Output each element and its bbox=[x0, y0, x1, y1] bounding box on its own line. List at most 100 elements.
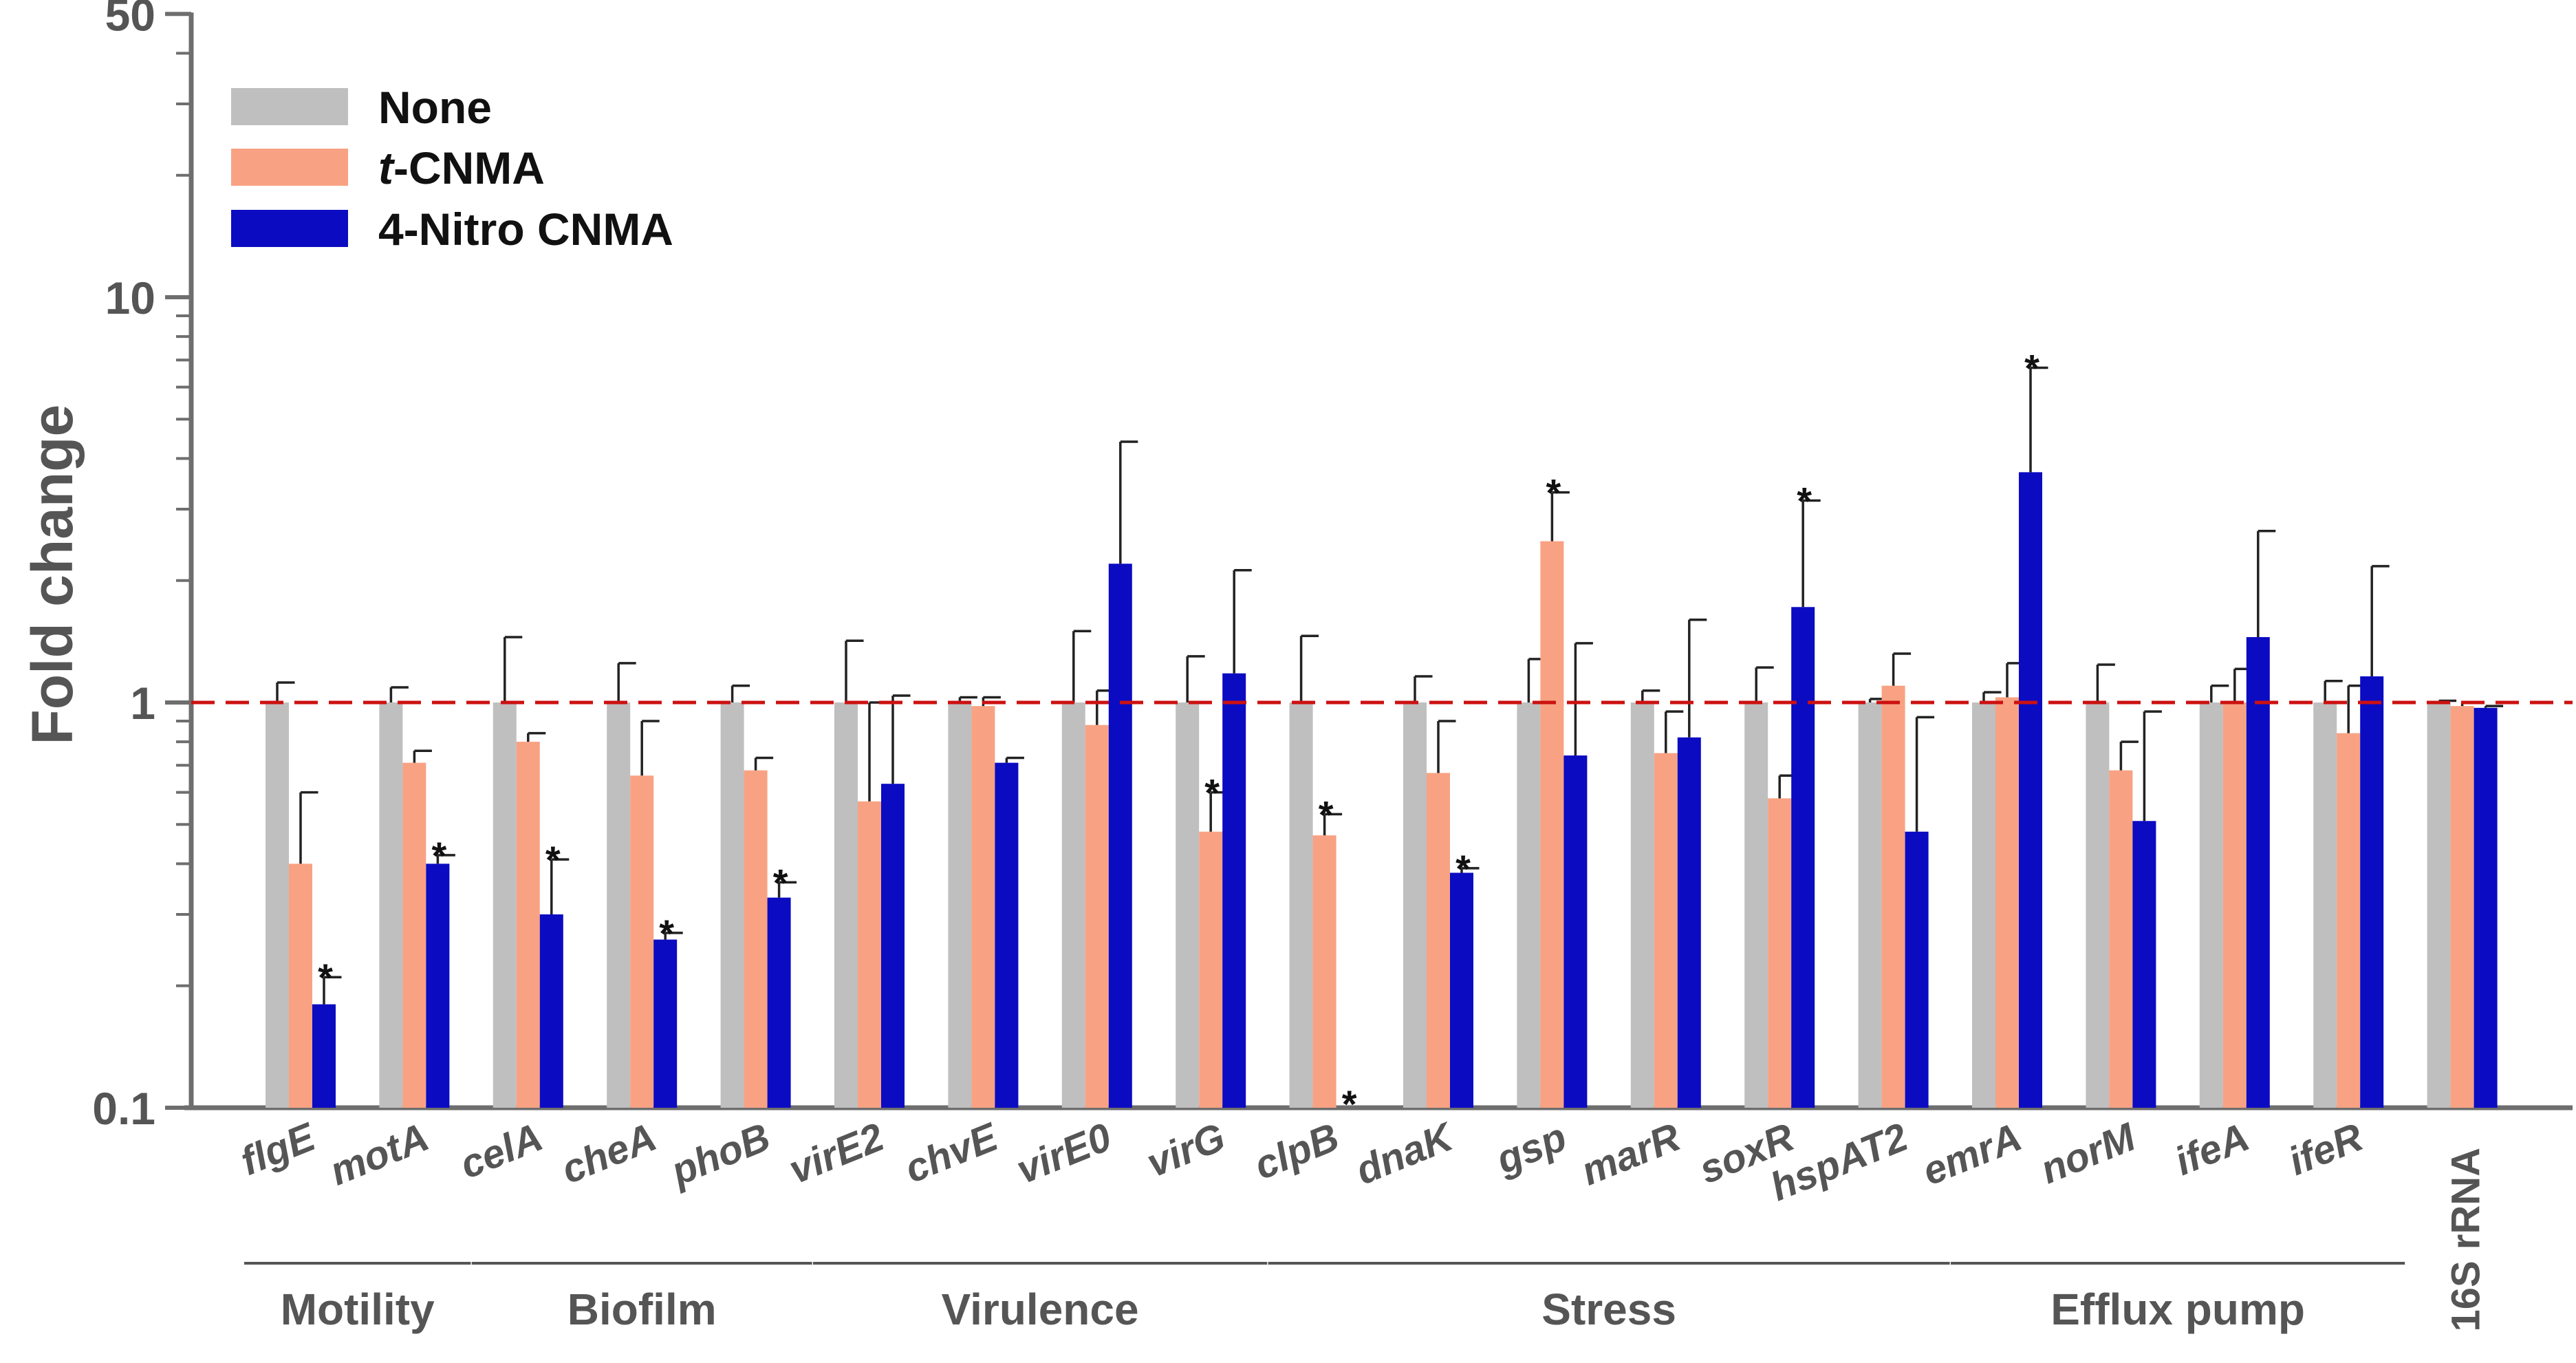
significance-star: * bbox=[2024, 346, 2039, 389]
bar-t-cnma bbox=[1768, 798, 1792, 1108]
legend-label: t-CNMA bbox=[378, 142, 545, 193]
bar-none bbox=[1403, 702, 1427, 1108]
x-tick-label: virG bbox=[1140, 1115, 1231, 1186]
bar-none bbox=[1858, 702, 1882, 1108]
bar-none bbox=[834, 702, 858, 1108]
bar-4-nitro-cnma bbox=[2474, 707, 2498, 1108]
legend-label: None bbox=[378, 82, 492, 133]
bar-none bbox=[1289, 702, 1313, 1108]
bar-4-nitro-cnma bbox=[1222, 673, 1246, 1108]
bar-4-nitro-cnma bbox=[426, 863, 450, 1108]
bar-t-cnma bbox=[858, 801, 881, 1108]
bar-t-cnma bbox=[971, 706, 995, 1108]
x-tick-label: norM bbox=[2034, 1114, 2142, 1192]
bar-4-nitro-cnma bbox=[2360, 676, 2384, 1108]
x-tick-label: flgE bbox=[235, 1114, 323, 1184]
bar-none bbox=[1061, 702, 1085, 1108]
bar-none bbox=[2313, 702, 2337, 1108]
bar-t-cnma bbox=[1199, 831, 1223, 1108]
bar-t-cnma bbox=[2109, 770, 2133, 1108]
bar-none bbox=[379, 702, 403, 1108]
legend-swatch bbox=[231, 149, 348, 186]
significance-star: * bbox=[545, 838, 561, 881]
group-label: Motility bbox=[281, 1285, 435, 1334]
bar-4-nitro-cnma bbox=[1450, 872, 1473, 1108]
y-axis-title: Fold change bbox=[20, 405, 85, 745]
bar-none bbox=[948, 702, 972, 1108]
significance-star: * bbox=[1546, 471, 1561, 515]
bar-none bbox=[1744, 702, 1768, 1108]
x-tick-label: gsp bbox=[1489, 1115, 1572, 1183]
bar-t-cnma bbox=[1312, 835, 1336, 1108]
x-tick-label: virE0 bbox=[1010, 1115, 1118, 1192]
bar-t-cnma bbox=[402, 762, 426, 1108]
bar-4-nitro-cnma bbox=[312, 1004, 336, 1108]
significance-star: * bbox=[1319, 793, 1334, 836]
bar-t-cnma bbox=[289, 863, 312, 1108]
bar-4-nitro-cnma bbox=[2019, 472, 2042, 1108]
y-tick-label: 1 bbox=[130, 678, 155, 729]
bar-4-nitro-cnma bbox=[653, 939, 678, 1108]
significance-star: * bbox=[318, 956, 333, 999]
bar-none bbox=[1972, 702, 1995, 1108]
group-label: Stress bbox=[1541, 1285, 1676, 1334]
x-tick-label: chvE bbox=[898, 1114, 1005, 1192]
x-tick-label: clpB bbox=[1248, 1115, 1345, 1188]
bar-4-nitro-cnma bbox=[1563, 755, 1588, 1108]
group-label: Virulence bbox=[942, 1285, 1139, 1334]
x-tick-label: celA bbox=[454, 1115, 549, 1188]
bar-t-cnma bbox=[744, 770, 768, 1108]
y-tick-label: 10 bbox=[105, 272, 155, 323]
bar-4-nitro-cnma bbox=[2246, 636, 2270, 1108]
bar-t-cnma bbox=[1881, 685, 1905, 1108]
bar-none bbox=[266, 702, 289, 1108]
bar-t-cnma bbox=[1540, 541, 1564, 1108]
bar-4-nitro-cnma bbox=[1791, 607, 1815, 1108]
bar-t-cnma bbox=[2222, 702, 2247, 1108]
x-tick-label: phoB bbox=[664, 1115, 777, 1195]
significance-star: * bbox=[1342, 1082, 1357, 1126]
y-tick-label: 50 bbox=[105, 0, 155, 40]
x-tick-label: 16S rRNA bbox=[2444, 1148, 2489, 1332]
x-tick-label: ifeR bbox=[2282, 1115, 2369, 1184]
bar-none bbox=[1176, 702, 1200, 1108]
bar-4-nitro-cnma bbox=[995, 762, 1019, 1108]
significance-star: * bbox=[1204, 771, 1220, 815]
x-tick-label: motA bbox=[324, 1115, 435, 1194]
bar-4-nitro-cnma bbox=[2132, 821, 2156, 1108]
significance-star: * bbox=[659, 912, 674, 955]
bar-t-cnma bbox=[2337, 733, 2361, 1108]
bar-none bbox=[493, 702, 517, 1108]
significance-star: * bbox=[773, 861, 788, 904]
x-tick-label: virE2 bbox=[783, 1115, 890, 1192]
significance-star: * bbox=[1797, 479, 1812, 522]
x-tick-label: ifeA bbox=[2169, 1115, 2255, 1184]
bar-none bbox=[2427, 702, 2451, 1108]
x-tick-label: dnaK bbox=[1350, 1113, 1462, 1193]
x-tick-label: cheA bbox=[555, 1115, 662, 1192]
bar-none bbox=[2086, 702, 2110, 1108]
bar-t-cnma bbox=[1654, 753, 1678, 1108]
bar-4-nitro-cnma bbox=[767, 897, 791, 1108]
bar-none bbox=[607, 702, 631, 1108]
bar-4-nitro-cnma bbox=[1677, 737, 1701, 1108]
bar-none bbox=[720, 702, 744, 1108]
bar-4-nitro-cnma bbox=[1108, 564, 1132, 1108]
bar-4-nitro-cnma bbox=[1905, 831, 1929, 1108]
x-tick-label: marR bbox=[1575, 1115, 1687, 1194]
bar-none bbox=[1630, 702, 1654, 1108]
significance-star: * bbox=[1455, 847, 1471, 890]
group-label: Efflux pump bbox=[2050, 1285, 2305, 1334]
bar-none bbox=[2199, 702, 2223, 1108]
legend-swatch bbox=[231, 88, 348, 125]
bar-t-cnma bbox=[2450, 706, 2474, 1108]
bar-4-nitro-cnma bbox=[881, 784, 905, 1108]
bar-none bbox=[1517, 702, 1541, 1108]
bar-t-cnma bbox=[516, 742, 540, 1108]
legend-label: 4-Nitro CNMA bbox=[378, 204, 673, 255]
bar-t-cnma bbox=[1085, 725, 1109, 1108]
significance-star: * bbox=[432, 834, 447, 877]
bar-t-cnma bbox=[630, 775, 654, 1108]
group-label: Biofilm bbox=[567, 1285, 717, 1334]
